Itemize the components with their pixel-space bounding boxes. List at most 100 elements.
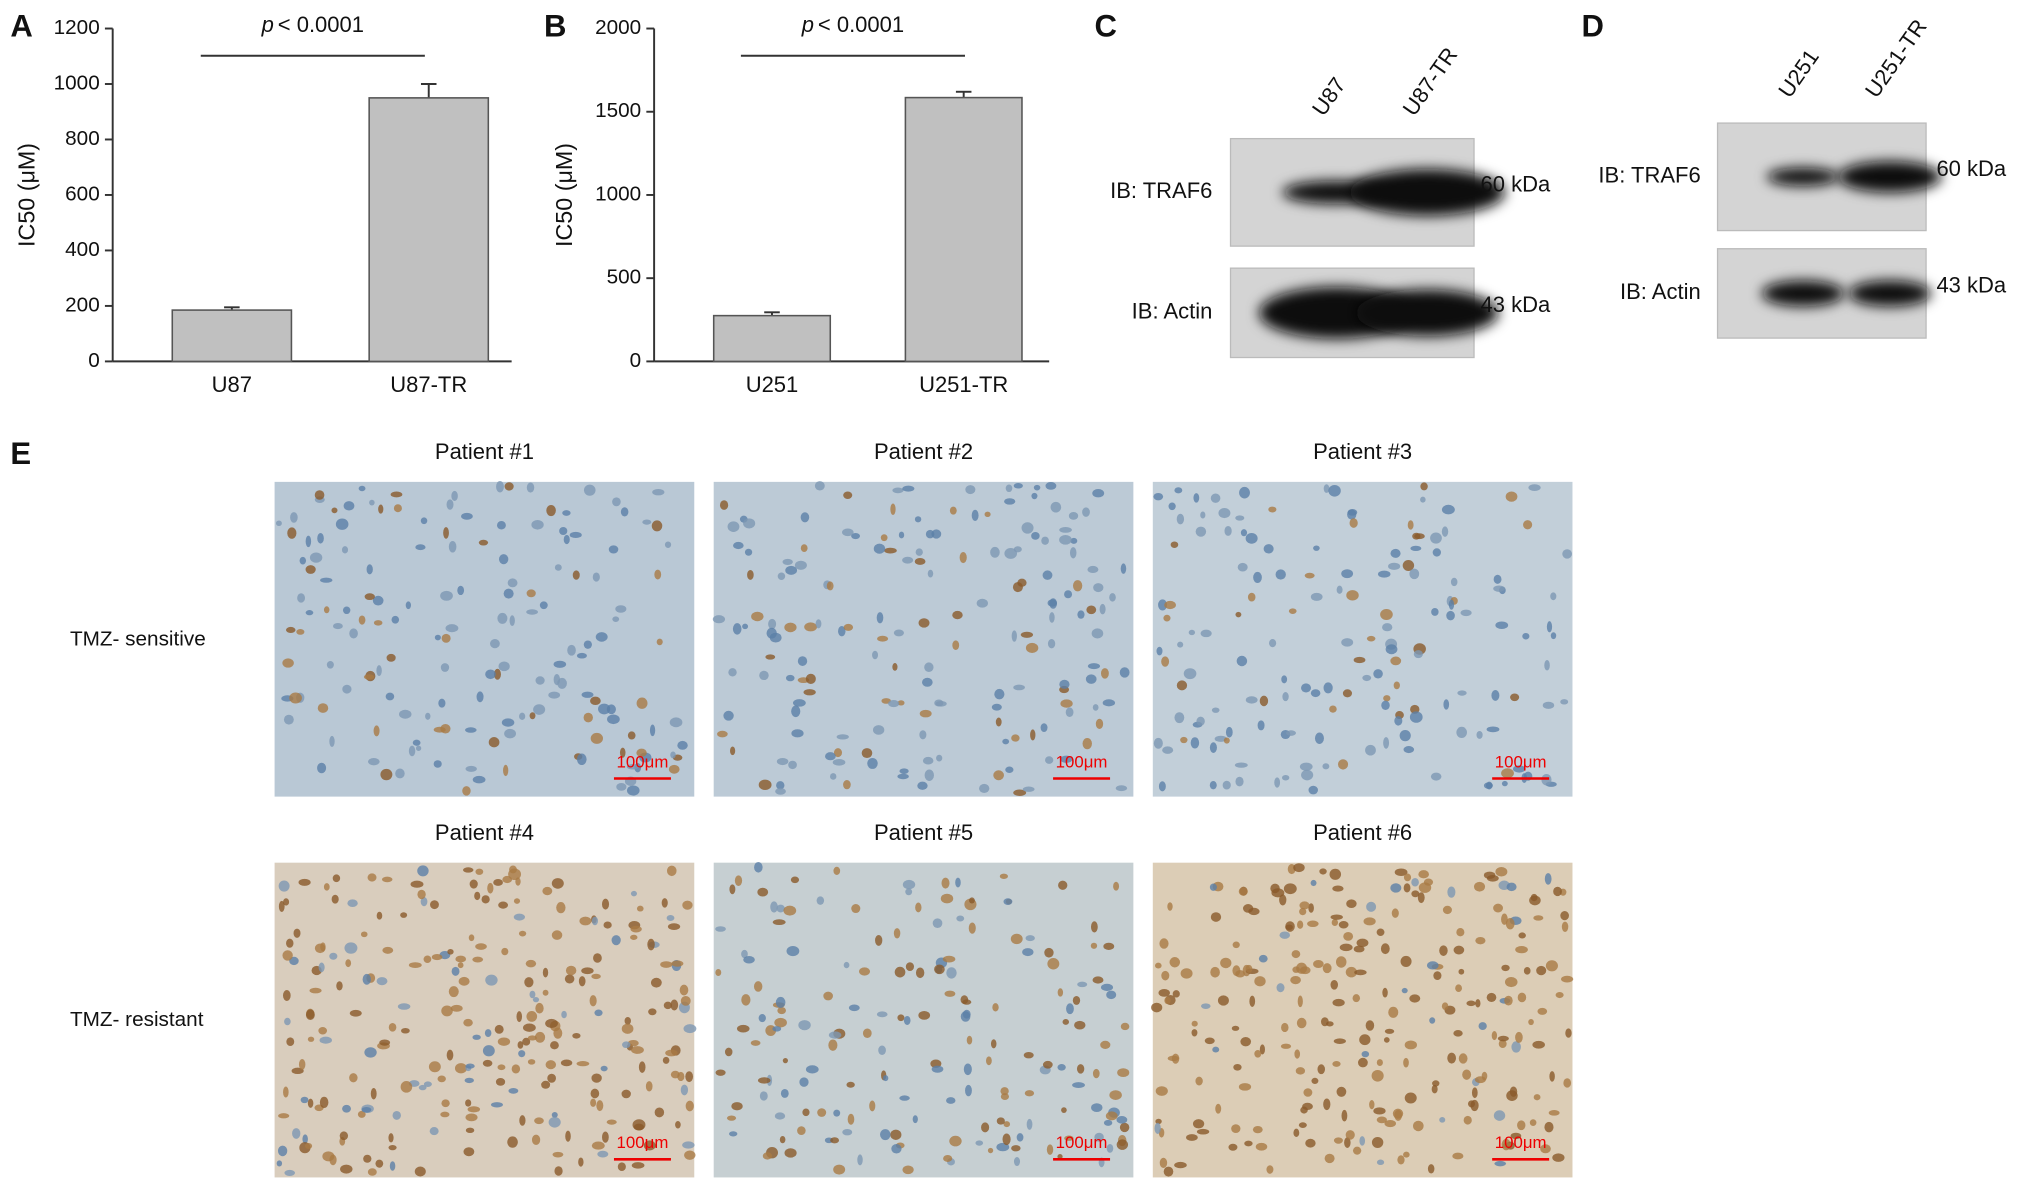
- cell: [285, 626, 296, 634]
- cell: [825, 752, 836, 761]
- cell: [443, 527, 449, 539]
- cell: [754, 862, 763, 873]
- cell: [660, 961, 673, 968]
- cell: [576, 753, 587, 766]
- cell: [927, 569, 934, 578]
- cell: [1024, 1090, 1035, 1097]
- cell: [750, 1040, 761, 1046]
- cell: [482, 1059, 493, 1067]
- cell: [318, 962, 325, 973]
- cell: [476, 691, 484, 703]
- y-axis-label: IC50 (μM): [551, 143, 577, 247]
- cell: [790, 876, 800, 884]
- cell: [1308, 903, 1314, 913]
- cell: [1403, 1151, 1410, 1158]
- cell: [1358, 1057, 1368, 1068]
- cell: [1470, 1099, 1479, 1112]
- cell: [626, 763, 640, 770]
- cell: [1509, 1086, 1518, 1097]
- cell: [1109, 593, 1116, 602]
- cell: [472, 956, 484, 963]
- cell: [1217, 995, 1229, 1006]
- cell: [986, 1056, 992, 1066]
- cell: [1235, 611, 1242, 618]
- cell: [1168, 502, 1176, 511]
- cell: [1359, 1136, 1366, 1146]
- cell: [816, 896, 825, 905]
- cell: [475, 943, 487, 950]
- cell: [1475, 999, 1481, 1008]
- blot-size-label: 43 kDa: [1481, 292, 1551, 317]
- cell: [1402, 560, 1415, 571]
- cell: [389, 1161, 396, 1171]
- cell: [786, 945, 800, 957]
- cell: [797, 656, 808, 666]
- cell: [342, 684, 352, 694]
- cell: [1371, 1069, 1384, 1082]
- cell: [372, 595, 384, 606]
- cell: [842, 1128, 853, 1136]
- p-value: < 0.0001: [278, 12, 364, 37]
- cell: [797, 1126, 806, 1136]
- cell: [485, 669, 496, 680]
- cell: [446, 499, 454, 510]
- cell: [1106, 990, 1117, 1000]
- cell: [648, 1008, 657, 1016]
- lane-label: U87: [1307, 73, 1351, 120]
- cell: [715, 926, 726, 932]
- cell: [1363, 917, 1376, 926]
- cell: [1237, 562, 1248, 572]
- cell: [798, 1020, 811, 1031]
- cell: [638, 1061, 646, 1073]
- cell: [666, 914, 675, 922]
- cell: [525, 959, 537, 968]
- cell: [784, 1148, 797, 1158]
- cell: [777, 572, 786, 580]
- bar: [904, 96, 1023, 363]
- cell: [298, 878, 311, 886]
- cell: [1163, 1166, 1174, 1177]
- cell: [1308, 785, 1319, 795]
- cell: [602, 1131, 609, 1143]
- cell: [1060, 699, 1073, 708]
- cell: [553, 1027, 563, 1039]
- y-tick-label: 1000: [595, 182, 641, 205]
- cell: [1204, 1037, 1215, 1045]
- cell: [1458, 1053, 1468, 1064]
- cell: [905, 962, 915, 971]
- scale-label: 100μm: [617, 752, 669, 771]
- cell: [645, 1081, 653, 1092]
- cell: [1393, 681, 1400, 690]
- cell: [768, 618, 777, 630]
- scale-label: 100μm: [617, 1133, 669, 1152]
- cell: [283, 714, 294, 725]
- panel-label: E: [10, 436, 31, 471]
- cell: [1072, 580, 1083, 592]
- cell: [511, 1064, 521, 1074]
- cell: [1094, 1132, 1104, 1142]
- cell: [393, 504, 402, 513]
- cell: [915, 967, 925, 979]
- cell: [1274, 777, 1281, 788]
- cell: [1323, 1098, 1331, 1111]
- cell: [1411, 877, 1419, 887]
- cell: [464, 1077, 474, 1084]
- cell: [1153, 737, 1163, 749]
- cell: [1540, 1144, 1551, 1154]
- cell: [1382, 987, 1388, 998]
- cell: [656, 638, 663, 646]
- cell: [723, 710, 734, 721]
- cell: [990, 1039, 997, 1049]
- cell: [999, 873, 1008, 879]
- cell: [551, 1112, 558, 1118]
- ihc-image: [1152, 481, 1573, 797]
- cell: [1314, 732, 1324, 744]
- cell: [529, 990, 536, 999]
- cell: [1299, 762, 1313, 771]
- cell: [440, 1111, 450, 1118]
- cell: [1456, 928, 1465, 937]
- cell: [1270, 883, 1280, 894]
- cell: [420, 897, 428, 907]
- cell: [1059, 526, 1072, 533]
